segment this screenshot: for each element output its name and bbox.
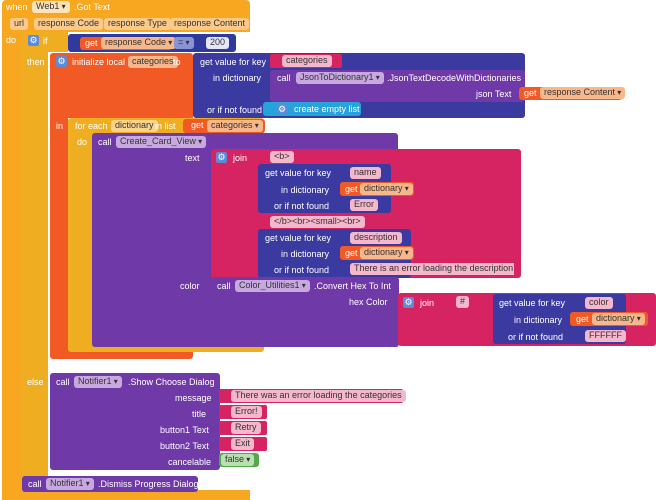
lookup-description-key[interactable]: description [350,232,402,244]
dialog-title-label: title [192,409,207,419]
for-each-var-name[interactable]: dictionary [111,120,158,132]
for-each-in-list-label: in list [155,121,176,131]
get-response-code-dropdown[interactable]: response Code [101,37,177,49]
show-choose-dialog-call-label: call [56,377,70,387]
create-empty-list-block[interactable] [263,102,361,116]
get-response-content-dropdown[interactable]: response Content [540,87,626,99]
create-card-color-label: color [180,281,200,291]
event-param-url[interactable]: url [10,18,29,30]
json-decode-component-dropdown[interactable]: JsonToDictionary1 [296,72,384,84]
dialog-button2-field[interactable]: Exit [231,438,255,450]
dismiss-call-label: call [28,479,42,489]
lookup-description-in-dict-label: in dictionary [281,249,330,259]
lookup-description-not-found-label: or if not found [274,265,330,275]
lookup-color-not-found-label: or if not found [508,332,564,342]
hex-join-label: join [420,298,435,308]
color-convert-call-label: call [217,281,231,291]
lookup-name-default[interactable]: Error [350,199,378,211]
lookup-categories-not-found-label: or if not found [207,105,263,115]
init-local-label: initialize local [72,57,126,67]
lookup-categories-in-dict-label: in dictionary [213,73,262,83]
text-b-open-field[interactable]: <b> [270,151,294,163]
create-empty-list-label: create empty list [294,104,360,114]
create-card-text-label: text [185,153,200,163]
event-param-response-content[interactable]: response Content [170,18,250,30]
dialog-button1-label: button1 Text [160,425,209,435]
show-choose-dialog-method-label: .Show Choose Dialog [128,377,215,387]
lookup-description-default-edge [514,262,520,276]
lookup-color-label: get value for key [499,298,566,308]
event-component-dropdown[interactable]: Web1 [32,1,70,13]
init-local-to-label: to [173,57,181,67]
lookup-description-get-label: get [345,248,358,258]
lookup-name-not-found-label: or if not found [274,201,330,211]
dialog-cancelable-label: cancelable [168,457,212,467]
event-when-label: when [6,2,28,12]
compare-operator-dropdown[interactable]: = [174,37,194,49]
dismiss-component-dropdown[interactable]: Notifier1 [46,478,94,490]
create-empty-list-gear-icon[interactable]: ⚙ [277,104,287,114]
get-response-content-label: get [524,88,537,98]
text-join-label: join [233,153,248,163]
event-bottom-bar [2,490,250,500]
json-decode-method-label: .JsonTextDecodeWithDictionaries [387,73,522,83]
lookup-name-key[interactable]: name [350,167,381,179]
lookup-categories-label: get value for key [200,57,267,67]
else-label: else [27,377,44,387]
text-join-gear-icon[interactable]: ⚙ [216,152,227,163]
color-component-dropdown[interactable]: Color_Utilities1 [235,280,310,292]
lookup-color-get-label: get [576,314,589,324]
json-text-label: json Text [476,89,512,99]
dismiss-method-label: .Dismiss Progress Dialog [98,479,199,489]
lookup-color-dictionary-dropdown[interactable]: dictionary [592,313,645,325]
lookup-name-in-dict-label: in dictionary [281,185,330,195]
json-decode-call-label: call [277,73,291,83]
text-b-close-field[interactable]: </b><br><small><br> [270,216,365,228]
show-choose-dialog-component-dropdown[interactable]: Notifier1 [74,376,122,388]
dialog-message-field[interactable]: There was an error loading the categorie… [231,390,406,402]
hex-join-gear-icon[interactable]: ⚙ [403,297,414,308]
event-param-response-type[interactable]: response Type [104,18,171,30]
hex-hash-field[interactable]: # [456,296,470,308]
lookup-name-get-label: get [345,184,358,194]
for-each-do-label: do [77,137,88,147]
get-categories-label: get [191,120,204,130]
init-local-gear-icon[interactable]: ⚙ [56,56,67,67]
then-label: then [27,57,45,67]
init-local-var-name[interactable]: categories [128,56,178,68]
show-choose-dialog-block[interactable] [50,373,220,470]
lookup-name-dictionary-dropdown[interactable]: dictionary [360,183,413,195]
if-mutator-gear-icon[interactable]: ⚙ [28,35,39,46]
dialog-title-field[interactable]: Error! [231,406,262,418]
lookup-color-key[interactable]: color [585,297,613,309]
if-block[interactable] [22,32,48,494]
dialog-cancelable-dropdown[interactable]: false [221,454,255,466]
if-label: if [43,36,48,46]
lookup-description-label: get value for key [265,233,332,243]
event-name-label: .Got Text [74,2,110,12]
get-categories-dropdown[interactable]: categories [207,120,263,132]
init-local-in-label: in [56,121,64,131]
lookup-name-label: get value for key [265,168,332,178]
lookup-description-dictionary-dropdown[interactable]: dictionary [360,247,413,259]
event-do-label: do [6,35,17,45]
event-param-response-code[interactable]: response Code [34,18,104,30]
hex-color-label: hex Color [349,297,388,307]
for-each-label: for each [75,121,108,131]
create-card-call-label: call [98,137,112,147]
get-response-code-label: get [85,38,98,48]
number-200-field[interactable]: 200 [206,37,230,49]
lookup-color-in-dict-label: in dictionary [514,315,563,325]
lookup-description-default[interactable]: There is an error loading the descriptio… [350,263,518,275]
key-categories-text[interactable]: categories [282,55,332,67]
color-method-label: .Convert Hex To Int [314,281,391,291]
lookup-color-default[interactable]: FFFFFF [585,330,626,342]
dialog-button1-field[interactable]: Retry [231,422,261,434]
create-card-procedure-dropdown[interactable]: Create_Card_View [116,136,207,148]
dialog-button2-label: button2 Text [160,441,209,451]
dialog-message-label: message [175,393,212,403]
